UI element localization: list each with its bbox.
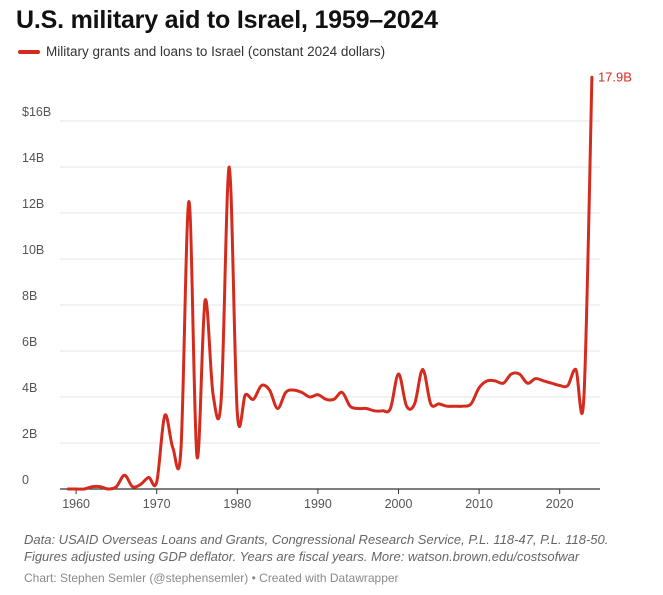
data-point-2009 (469, 401, 474, 406)
data-point-2000 (396, 372, 401, 377)
y-tick-label: 10B (22, 243, 44, 257)
x-tick-label: 1980 (223, 497, 251, 511)
data-point-1977 (211, 392, 216, 397)
source-note-line-1: Data: USAID Overseas Loans and Grants, C… (24, 532, 609, 547)
data-point-2012 (493, 378, 498, 383)
y-tick-label: 12B (22, 197, 44, 211)
data-point-2007 (452, 404, 457, 409)
data-point-1961 (82, 487, 87, 492)
data-point-2002 (412, 401, 417, 406)
data-point-2018 (541, 378, 546, 383)
data-point-1976 (203, 298, 208, 303)
data-point-1973 (178, 447, 183, 452)
x-tick-label: 2010 (465, 497, 493, 511)
y-tick-label: 14B (22, 151, 44, 165)
data-point-2001 (404, 404, 409, 409)
data-point-1979 (227, 165, 232, 170)
data-point-2024 (589, 75, 594, 80)
legend-swatch (18, 49, 40, 54)
data-point-1992 (332, 397, 337, 402)
data-point-2017 (533, 376, 538, 381)
data-point-1971 (162, 413, 167, 418)
gridlines (60, 120, 600, 490)
y-tick-label: 6B (22, 335, 37, 349)
x-tick-label: 2000 (385, 497, 413, 511)
data-point-2021 (565, 383, 570, 388)
data-point-1997 (372, 408, 377, 413)
data-point-2010 (477, 385, 482, 390)
data-point-1963 (98, 484, 103, 489)
data-point-1984 (267, 388, 272, 393)
data-point-2016 (525, 381, 530, 386)
data-point-2011 (485, 378, 490, 383)
axis-ticks: 0 2B 4B 6B 8B 10B 12B 14B $16B 1960 1970 1980 1990 20… (22, 105, 574, 511)
data-point-1999 (388, 406, 393, 411)
y-tick-label: $16B (22, 105, 51, 119)
data-point-1983 (259, 383, 264, 388)
data-point-2004 (428, 401, 433, 406)
source-note-line-2: Figures adjusted using GDP deflator. Yea… (24, 549, 580, 564)
data-point-1967 (130, 484, 135, 489)
data-point-1960 (74, 487, 79, 492)
x-tick-label: 1960 (62, 497, 90, 511)
data-point-1991 (324, 397, 329, 402)
end-value-label: 17.9B (598, 69, 632, 84)
data-point-1998 (380, 408, 385, 413)
data-point-1975 (195, 454, 200, 459)
data-point-2003 (420, 367, 425, 372)
data-point-2020 (557, 383, 562, 388)
data-point-1978 (219, 397, 224, 402)
data-point-1986 (283, 390, 288, 395)
series-line (66, 75, 594, 491)
data-point-1969 (146, 475, 151, 480)
data-point-1993 (340, 390, 345, 395)
data-point-2006 (444, 404, 449, 409)
data-point-1980 (235, 411, 240, 416)
x-tick-label: 2020 (546, 497, 574, 511)
data-point-2019 (549, 381, 554, 386)
source-notes: Data: USAID Overseas Loans and Grants, C… (24, 531, 608, 565)
data-point-1974 (187, 199, 192, 204)
legend: Military grants and loans to Israel (con… (18, 44, 385, 59)
data-point-1970 (154, 480, 159, 485)
data-point-2008 (461, 404, 466, 409)
data-point-1995 (356, 406, 361, 411)
data-point-1988 (299, 390, 304, 395)
data-point-1996 (364, 406, 369, 411)
y-tick-label: 0 (22, 473, 29, 487)
data-point-2013 (501, 381, 506, 386)
data-point-2005 (436, 401, 441, 406)
data-point-1985 (275, 406, 280, 411)
data-point-1981 (243, 392, 248, 397)
y-tick-label: 8B (22, 289, 37, 303)
data-point-1989 (307, 395, 312, 400)
data-point-1968 (138, 482, 143, 487)
data-point-1962 (90, 484, 95, 489)
data-point-2015 (517, 372, 522, 377)
data-point-1965 (114, 484, 119, 489)
data-point-1982 (251, 397, 256, 402)
data-point-1959 (66, 487, 71, 492)
data-point-1990 (315, 392, 320, 397)
data-point-1966 (122, 473, 127, 478)
chart-title: U.S. military aid to Israel, 1959–2024 (16, 6, 438, 34)
data-point-1964 (106, 487, 111, 492)
data-point-2023 (581, 395, 586, 400)
data-point-2014 (509, 372, 514, 377)
x-tick-label: 1970 (143, 497, 171, 511)
legend-label: Military grants and loans to Israel (con… (46, 44, 386, 59)
byline: Chart: Stephen Semler (@stephensemler) •… (24, 571, 399, 585)
data-point-1994 (348, 404, 353, 409)
y-tick-label: 2B (22, 427, 37, 441)
data-point-1987 (291, 388, 296, 393)
series-layer: 17.9B (66, 69, 632, 491)
data-point-2022 (573, 367, 578, 372)
x-tick-label: 1990 (304, 497, 332, 511)
y-tick-label: 4B (22, 381, 37, 395)
data-point-1972 (170, 445, 175, 450)
